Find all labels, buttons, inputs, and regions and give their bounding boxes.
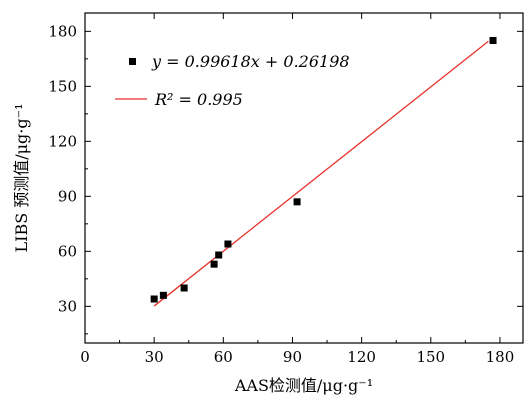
fit-line (153, 40, 489, 307)
x-tick-label: 90 (283, 348, 302, 366)
x-axis-label: AAS检测值/μg·g⁻¹ (234, 376, 373, 395)
legend-label-fit-equation: y = 0.99618x + 0.26198 (151, 52, 350, 71)
ticks: 0 30 60 90 120 150 180 30 60 90 120 150 180 (48, 13, 523, 366)
legend-label-r-squared: R² = 0.995 (154, 90, 243, 109)
x-tick-label: 150 (416, 348, 445, 366)
y-tick-label: 180 (48, 22, 77, 40)
x-tick-label: 30 (145, 348, 164, 366)
data-point (159, 291, 167, 299)
y-tick-label: 90 (58, 187, 77, 205)
x-tick-label: 0 (80, 348, 90, 366)
data-point (293, 198, 301, 206)
x-tick-label: 120 (347, 348, 376, 366)
plot-frame (84, 12, 524, 344)
y-tick-label: 120 (48, 132, 77, 150)
y-axis-label: LIBS 预测值/μg·g⁻¹ (12, 104, 31, 253)
fit-line-layer (153, 40, 489, 307)
data-point (215, 251, 223, 259)
axes (84, 12, 524, 344)
data-point (150, 295, 158, 303)
data-point (180, 284, 188, 292)
y-tick-label: 150 (48, 77, 77, 95)
data-points (150, 37, 497, 303)
x-tick-label: 60 (214, 348, 233, 366)
legend: y = 0.99618x + 0.26198 R² = 0.995 (115, 52, 350, 109)
data-point (210, 260, 218, 268)
y-tick-label: 60 (58, 242, 77, 260)
legend-marker-square (129, 58, 136, 65)
y-tick-label: 30 (58, 297, 77, 315)
data-point (489, 37, 497, 44)
data-point (224, 240, 232, 248)
x-tick-label: 180 (486, 348, 515, 366)
